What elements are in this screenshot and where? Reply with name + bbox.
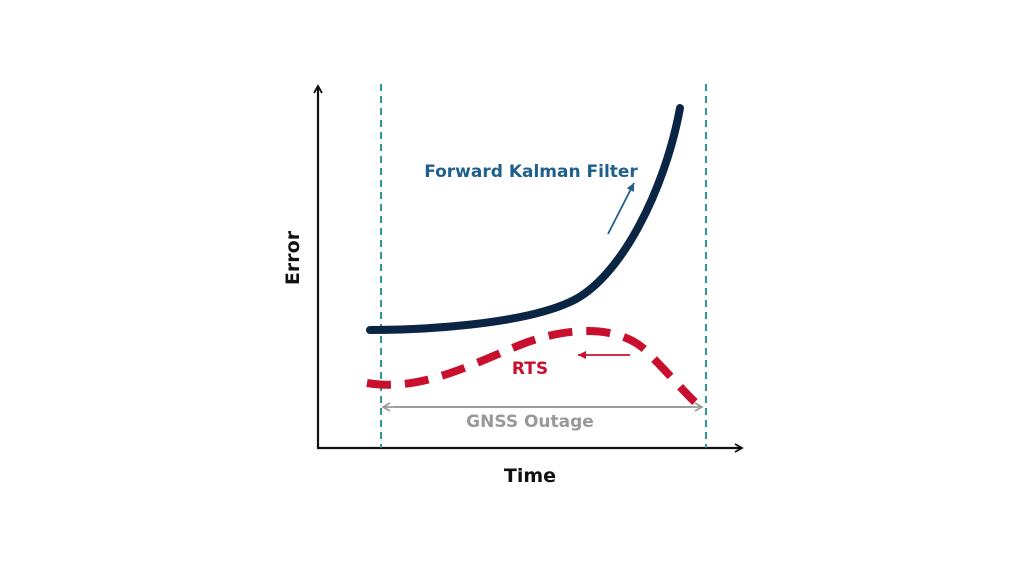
rts-label: RTS xyxy=(512,359,548,379)
y-axis-label: Error xyxy=(282,230,304,285)
x-axis-label: Time xyxy=(504,465,556,487)
gnss-outage-label: GNSS Outage xyxy=(466,412,594,432)
forward-kalman-curve xyxy=(366,104,684,334)
rts-curve xyxy=(366,327,698,405)
forward-direction-arrow xyxy=(607,182,635,235)
forward-kalman-label: Forward Kalman Filter xyxy=(424,162,638,182)
